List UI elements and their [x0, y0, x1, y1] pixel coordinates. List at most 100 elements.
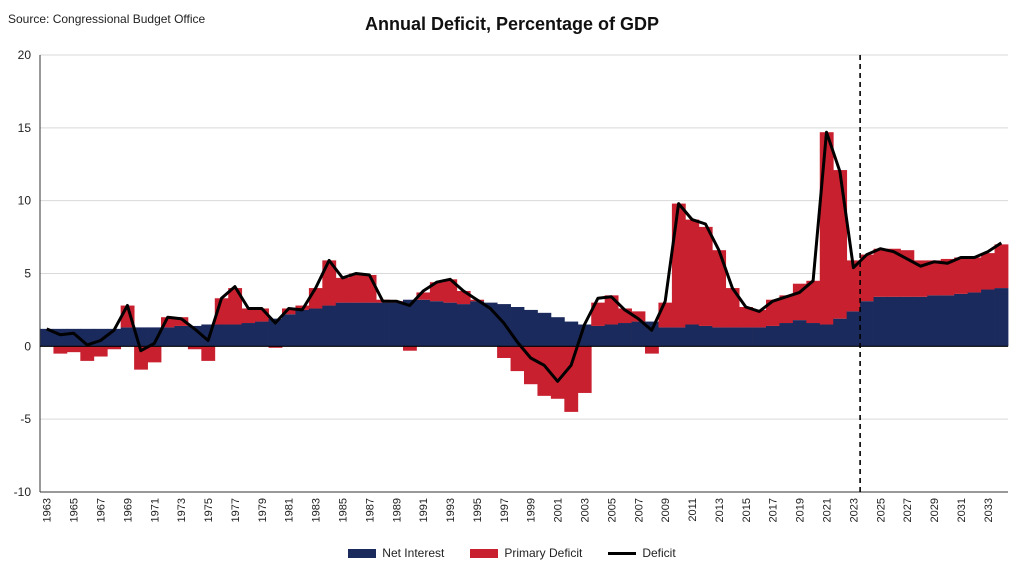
bar-net-interest [981, 289, 995, 347]
bars [40, 132, 1009, 412]
bar-net-interest [470, 301, 485, 347]
y-tick-label: 5 [24, 267, 31, 281]
x-tick-label: 1981 [284, 498, 296, 522]
bar-primary-deficit [403, 346, 417, 351]
bar-net-interest [241, 323, 256, 347]
bar-primary-deficit [739, 307, 753, 328]
bar-net-interest [739, 327, 753, 347]
bar-primary-deficit [93, 346, 108, 357]
bar-net-interest [940, 295, 955, 347]
bar-net-interest [860, 301, 874, 347]
bar-net-interest [147, 327, 162, 347]
x-tick-label: 1973 [176, 498, 188, 522]
bar-net-interest [900, 296, 915, 347]
bar-net-interest [967, 292, 982, 347]
bar-primary-deficit [53, 346, 68, 354]
bar-primary-deficit [873, 248, 888, 297]
bar-primary-deficit [685, 219, 700, 325]
x-tick-label: 1983 [311, 498, 323, 522]
tick-labels: -10 -5 0 5 10 15 20 1963 1965 1967 1969 1971 1973 197… [14, 48, 995, 522]
x-tick-label: 2027 [902, 498, 914, 522]
bar-net-interest [873, 296, 888, 347]
bar-net-interest [766, 325, 780, 347]
bar-net-interest [214, 324, 229, 347]
bar-primary-deficit [698, 226, 713, 326]
bar-primary-deficit [967, 257, 982, 293]
bar-net-interest [887, 296, 901, 347]
bar-net-interest [752, 327, 767, 347]
y-tick-label: 10 [18, 194, 32, 208]
bar-net-interest [792, 320, 807, 347]
x-tick-label: 2001 [553, 498, 565, 522]
bar-primary-deficit [416, 292, 431, 300]
bar-primary-deficit [833, 170, 848, 319]
bar-primary-deficit [779, 295, 794, 324]
x-tick-label: 2019 [795, 498, 807, 522]
bar-net-interest [671, 327, 686, 347]
bar-primary-deficit [631, 311, 646, 322]
bar-net-interest [120, 327, 135, 347]
bar-net-interest [725, 327, 740, 347]
bar-primary-deficit [537, 346, 552, 396]
x-tick-label: 1999 [526, 498, 538, 522]
bar-primary-deficit [658, 302, 673, 328]
x-tick-label: 1993 [445, 498, 457, 522]
deficit-line [46, 130, 1003, 383]
bar-net-interest [564, 321, 579, 347]
bar-primary-deficit [282, 308, 296, 315]
bar-primary-deficit [322, 260, 337, 306]
bar-net-interest [994, 288, 1009, 347]
x-tick-label: 1995 [472, 498, 484, 522]
legend-label-deficit: Deficit [642, 546, 676, 560]
bar-net-interest [524, 309, 538, 347]
x-tick-label: 1967 [96, 498, 108, 522]
bar-primary-deficit [241, 308, 256, 324]
y-tick-label: 15 [18, 121, 32, 135]
bar-primary-deficit [564, 346, 579, 412]
bar-net-interest [255, 321, 269, 347]
bar-net-interest [40, 328, 54, 347]
bar-primary-deficit [819, 132, 834, 325]
x-tick-label: 1963 [42, 498, 54, 522]
y-tick-label: -5 [20, 412, 31, 426]
x-tick-label: 2031 [956, 498, 968, 522]
x-tick-label: 2023 [848, 498, 860, 522]
bar-primary-deficit [994, 244, 1009, 289]
bar-net-interest [779, 323, 794, 347]
bar-net-interest [282, 314, 296, 347]
x-tick-label: 2029 [929, 498, 941, 522]
bar-net-interest [604, 324, 619, 347]
bar-primary-deficit [497, 346, 511, 358]
bar-primary-deficit [147, 346, 162, 363]
bar-primary-deficit [604, 295, 619, 325]
legend-label-net-interest: Net Interest [382, 546, 445, 560]
x-tick-label: 2007 [633, 498, 645, 522]
bar-primary-deficit [362, 274, 377, 303]
bar-net-interest [403, 299, 417, 347]
bar-net-interest [658, 327, 673, 347]
axes [39, 55, 1008, 493]
y-tick-label: 0 [24, 339, 31, 353]
legend: Net Interest Primary Deficit Deficit [0, 546, 1024, 560]
bar-net-interest [295, 309, 310, 347]
bar-net-interest [833, 318, 848, 347]
x-tick-label: 1975 [203, 498, 215, 522]
bar-primary-deficit [712, 250, 727, 328]
bar-net-interest [913, 296, 928, 347]
bar-primary-deficit [66, 346, 81, 353]
bar-primary-deficit [577, 346, 592, 393]
bar-primary-deficit [174, 317, 189, 326]
bar-primary-deficit [752, 309, 767, 328]
bar-net-interest [685, 324, 700, 347]
bar-primary-deficit [335, 277, 350, 303]
legend-item-deficit: Deficit [608, 546, 676, 560]
bar-net-interest [550, 317, 565, 347]
legend-swatch-deficit [608, 551, 637, 555]
x-tick-label: 1969 [122, 498, 134, 522]
bar-net-interest [308, 308, 323, 347]
bar-primary-deficit [887, 248, 901, 297]
x-tick-label: 2033 [983, 498, 995, 522]
x-tick-label: 2015 [741, 498, 753, 522]
bar-net-interest [846, 311, 861, 347]
